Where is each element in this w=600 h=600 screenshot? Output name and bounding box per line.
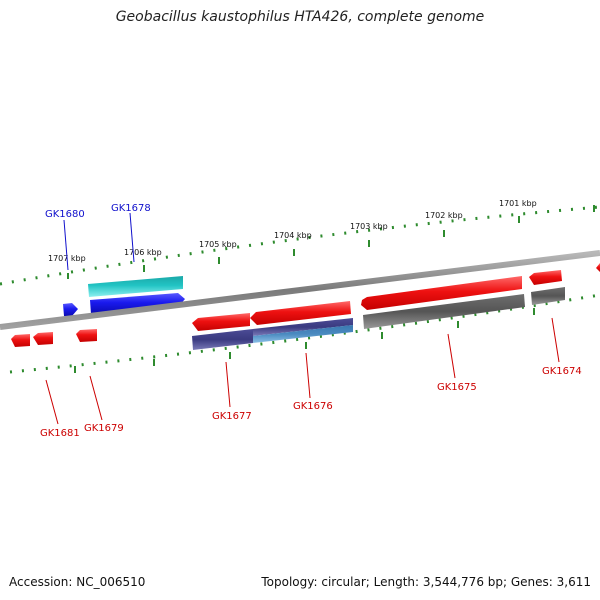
leader-gk1681 <box>45 379 59 425</box>
gene-gk1676-plus-upper[interactable] <box>361 276 522 310</box>
gene-label-gk1681[interactable]: GK1681 <box>40 428 80 439</box>
gene-label-gk1677[interactable]: GK1677 <box>212 411 252 422</box>
gene-gk1677-red-arrow[interactable] <box>192 313 250 331</box>
genome-summary-text: Topology: circular; Length: 3,544,776 bp… <box>261 575 591 589</box>
gene-label-gk1679[interactable]: GK1679 <box>84 423 124 434</box>
outer-tick-ring <box>0 205 600 286</box>
tick-label-1704: 1704 kbp <box>274 231 312 240</box>
tick-label-1706: 1706 kbp <box>124 248 162 257</box>
gene-gk1681b-arrow[interactable] <box>33 332 53 345</box>
gene-label-gk1678[interactable]: GK1678 <box>111 203 151 214</box>
inner-major-ticks <box>74 308 535 373</box>
gene-gk1676-steel-bar[interactable] <box>253 325 353 343</box>
leader-gk1676 <box>305 352 311 399</box>
genome-title: Geobacillus kaustophilus HTA426, complet… <box>115 9 485 25</box>
gene-gk1676-navy-bar[interactable] <box>253 318 353 336</box>
leader-gk1675 <box>447 333 456 379</box>
gene-gk1674-plus-upper[interactable] <box>529 270 562 285</box>
leader-gk1674 <box>551 317 560 363</box>
gene-edge-plus-fragment[interactable] <box>596 263 600 272</box>
leader-gk1679 <box>89 375 103 421</box>
outer-major-ticks <box>67 205 595 279</box>
leader-gk1677 <box>225 361 231 408</box>
genome-backbone <box>0 250 600 330</box>
leader-gk1680 <box>63 219 69 271</box>
gene-gk1678-plus-arrow[interactable] <box>88 276 183 297</box>
gene-gk1676-red-arrow[interactable] <box>250 301 351 325</box>
tick-label-1703: 1703 kbp <box>350 222 388 231</box>
gene-label-gk1680[interactable]: GK1680 <box>45 209 85 220</box>
gene-gk1678-companion-arrow[interactable] <box>90 293 185 314</box>
gene-label-gk1675[interactable]: GK1675 <box>437 382 477 393</box>
gene-gk1681-arrow[interactable] <box>11 334 30 347</box>
accession-text: Accession: NC_006510 <box>9 575 146 589</box>
gene-label-gk1674[interactable]: GK1674 <box>542 366 582 377</box>
gene-label-gk1676[interactable]: GK1676 <box>293 401 333 412</box>
gene-gk1680-plus-arrow[interactable] <box>63 303 78 316</box>
tick-label-1702: 1702 kbp <box>425 211 463 220</box>
gene-gk1677-navy-bar[interactable] <box>192 329 253 350</box>
gene-gk1679-arrow[interactable] <box>76 329 97 342</box>
gene-gk1675-gray-bar[interactable] <box>363 294 525 329</box>
gene-gk1674-gray-bar[interactable] <box>531 287 565 305</box>
tick-label-1701: 1701 kbp <box>499 199 537 208</box>
leader-gk1678 <box>129 212 135 263</box>
tick-label-1705: 1705 kbp <box>199 240 237 249</box>
label-leaders <box>45 212 560 425</box>
